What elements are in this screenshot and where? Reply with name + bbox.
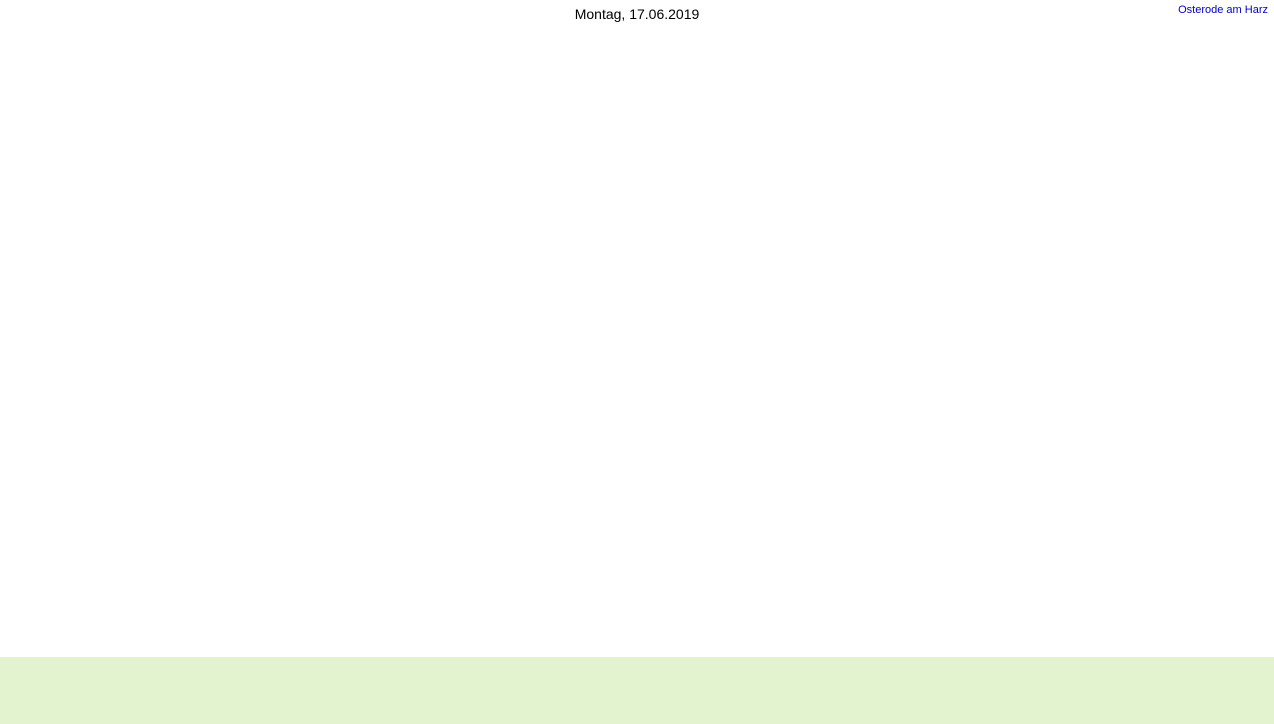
summary-table [0,656,1274,724]
station-name: Osterode am Harz [1178,4,1268,16]
page-title: Montag, 17.06.2019 [574,6,700,22]
weather-chart [0,0,1274,656]
